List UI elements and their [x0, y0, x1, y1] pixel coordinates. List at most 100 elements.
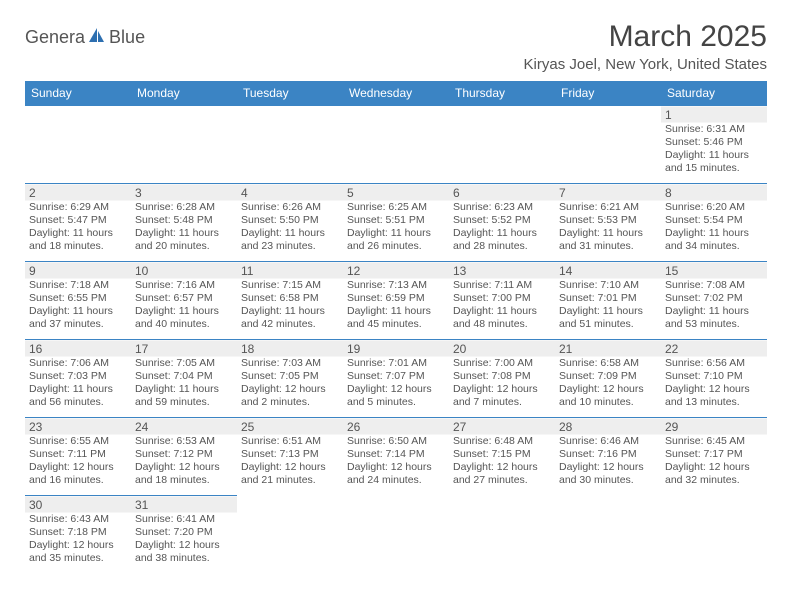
calendar-cell: 14Sunrise: 7:10 AMSunset: 7:01 PMDayligh…: [555, 262, 661, 340]
day-info: Sunrise: 6:41 AMSunset: 7:20 PMDaylight:…: [135, 513, 233, 566]
calendar-cell: 7Sunrise: 6:21 AMSunset: 5:53 PMDaylight…: [555, 184, 661, 262]
day-info: Sunrise: 6:53 AMSunset: 7:12 PMDaylight:…: [135, 435, 233, 488]
sunset-text: Sunset: 5:54 PM: [665, 214, 763, 227]
daylight-text: Daylight: 11 hours and 20 minutes.: [135, 227, 233, 253]
calendar-cell: 12Sunrise: 7:13 AMSunset: 6:59 PMDayligh…: [343, 262, 449, 340]
day-number: 28: [559, 420, 657, 434]
calendar-cell: [449, 496, 555, 574]
daylight-text: Daylight: 12 hours and 35 minutes.: [29, 539, 127, 565]
daylight-text: Daylight: 11 hours and 42 minutes.: [241, 305, 339, 331]
calendar-row: 9Sunrise: 7:18 AMSunset: 6:55 PMDaylight…: [25, 262, 767, 340]
day-info: Sunrise: 6:50 AMSunset: 7:14 PMDaylight:…: [347, 435, 445, 488]
day-number: 14: [559, 264, 657, 278]
sunrise-text: Sunrise: 7:05 AM: [135, 357, 233, 370]
sunrise-text: Sunrise: 7:00 AM: [453, 357, 551, 370]
day-info: Sunrise: 6:48 AMSunset: 7:15 PMDaylight:…: [453, 435, 551, 488]
sunrise-text: Sunrise: 7:06 AM: [29, 357, 127, 370]
day-number: 25: [241, 420, 339, 434]
calendar-cell: 6Sunrise: 6:23 AMSunset: 5:52 PMDaylight…: [449, 184, 555, 262]
calendar-cell: 31Sunrise: 6:41 AMSunset: 7:20 PMDayligh…: [131, 496, 237, 574]
sunset-text: Sunset: 6:55 PM: [29, 292, 127, 305]
day-number: 29: [665, 420, 763, 434]
calendar-cell: [343, 106, 449, 184]
calendar-row: 16Sunrise: 7:06 AMSunset: 7:03 PMDayligh…: [25, 340, 767, 418]
calendar-cell: 19Sunrise: 7:01 AMSunset: 7:07 PMDayligh…: [343, 340, 449, 418]
daylight-text: Daylight: 11 hours and 31 minutes.: [559, 227, 657, 253]
calendar-cell: 25Sunrise: 6:51 AMSunset: 7:13 PMDayligh…: [237, 418, 343, 496]
calendar-cell: 27Sunrise: 6:48 AMSunset: 7:15 PMDayligh…: [449, 418, 555, 496]
day-number: 22: [665, 342, 763, 356]
sunrise-text: Sunrise: 6:51 AM: [241, 435, 339, 448]
day-info: Sunrise: 6:31 AMSunset: 5:46 PMDaylight:…: [665, 123, 763, 176]
sunrise-text: Sunrise: 6:29 AM: [29, 201, 127, 214]
month-title: March 2025: [524, 20, 767, 54]
sunset-text: Sunset: 7:13 PM: [241, 448, 339, 461]
sunrise-text: Sunrise: 6:56 AM: [665, 357, 763, 370]
daylight-text: Daylight: 12 hours and 21 minutes.: [241, 461, 339, 487]
day-info: Sunrise: 7:05 AMSunset: 7:04 PMDaylight:…: [135, 357, 233, 410]
col-thursday: Thursday: [449, 81, 555, 106]
sunset-text: Sunset: 5:47 PM: [29, 214, 127, 227]
daylight-text: Daylight: 11 hours and 40 minutes.: [135, 305, 233, 331]
sunset-text: Sunset: 7:12 PM: [135, 448, 233, 461]
sunset-text: Sunset: 5:50 PM: [241, 214, 339, 227]
sunrise-text: Sunrise: 6:50 AM: [347, 435, 445, 448]
calendar-cell: [131, 106, 237, 184]
daylight-text: Daylight: 12 hours and 7 minutes.: [453, 383, 551, 409]
day-number: 3: [135, 186, 233, 200]
sunrise-text: Sunrise: 6:58 AM: [559, 357, 657, 370]
daylight-text: Daylight: 11 hours and 45 minutes.: [347, 305, 445, 331]
calendar-cell: 26Sunrise: 6:50 AMSunset: 7:14 PMDayligh…: [343, 418, 449, 496]
day-info: Sunrise: 7:08 AMSunset: 7:02 PMDaylight:…: [665, 279, 763, 332]
day-info: Sunrise: 6:43 AMSunset: 7:18 PMDaylight:…: [29, 513, 127, 566]
day-number: 11: [241, 264, 339, 278]
sunrise-text: Sunrise: 6:55 AM: [29, 435, 127, 448]
day-info: Sunrise: 6:58 AMSunset: 7:09 PMDaylight:…: [559, 357, 657, 410]
logo: Genera Blue: [25, 26, 145, 49]
calendar-body: 1Sunrise: 6:31 AMSunset: 5:46 PMDaylight…: [25, 106, 767, 574]
sunset-text: Sunset: 7:16 PM: [559, 448, 657, 461]
calendar-cell: 3Sunrise: 6:28 AMSunset: 5:48 PMDaylight…: [131, 184, 237, 262]
daylight-text: Daylight: 11 hours and 23 minutes.: [241, 227, 339, 253]
calendar-cell: 29Sunrise: 6:45 AMSunset: 7:17 PMDayligh…: [661, 418, 767, 496]
day-info: Sunrise: 6:28 AMSunset: 5:48 PMDaylight:…: [135, 201, 233, 254]
header-row: Sunday Monday Tuesday Wednesday Thursday…: [25, 81, 767, 106]
sunrise-text: Sunrise: 6:28 AM: [135, 201, 233, 214]
calendar-cell: 13Sunrise: 7:11 AMSunset: 7:00 PMDayligh…: [449, 262, 555, 340]
day-number: 1: [665, 108, 763, 122]
calendar-row: 2Sunrise: 6:29 AMSunset: 5:47 PMDaylight…: [25, 184, 767, 262]
day-info: Sunrise: 6:21 AMSunset: 5:53 PMDaylight:…: [559, 201, 657, 254]
day-number: 6: [453, 186, 551, 200]
day-info: Sunrise: 6:26 AMSunset: 5:50 PMDaylight:…: [241, 201, 339, 254]
sunrise-text: Sunrise: 7:11 AM: [453, 279, 551, 292]
calendar-cell: 22Sunrise: 6:56 AMSunset: 7:10 PMDayligh…: [661, 340, 767, 418]
calendar-cell: 30Sunrise: 6:43 AMSunset: 7:18 PMDayligh…: [25, 496, 131, 574]
day-info: Sunrise: 6:45 AMSunset: 7:17 PMDaylight:…: [665, 435, 763, 488]
sunset-text: Sunset: 7:07 PM: [347, 370, 445, 383]
sunset-text: Sunset: 7:02 PM: [665, 292, 763, 305]
day-number: 24: [135, 420, 233, 434]
daylight-text: Daylight: 11 hours and 34 minutes.: [665, 227, 763, 253]
col-monday: Monday: [131, 81, 237, 106]
sunset-text: Sunset: 5:51 PM: [347, 214, 445, 227]
calendar-cell: 4Sunrise: 6:26 AMSunset: 5:50 PMDaylight…: [237, 184, 343, 262]
day-info: Sunrise: 7:15 AMSunset: 6:58 PMDaylight:…: [241, 279, 339, 332]
day-info: Sunrise: 7:01 AMSunset: 7:07 PMDaylight:…: [347, 357, 445, 410]
daylight-text: Daylight: 12 hours and 32 minutes.: [665, 461, 763, 487]
daylight-text: Daylight: 11 hours and 59 minutes.: [135, 383, 233, 409]
calendar-cell: [25, 106, 131, 184]
sunrise-text: Sunrise: 7:18 AM: [29, 279, 127, 292]
daylight-text: Daylight: 12 hours and 10 minutes.: [559, 383, 657, 409]
daylight-text: Daylight: 11 hours and 15 minutes.: [665, 149, 763, 175]
calendar-row: 23Sunrise: 6:55 AMSunset: 7:11 PMDayligh…: [25, 418, 767, 496]
daylight-text: Daylight: 12 hours and 18 minutes.: [135, 461, 233, 487]
calendar-cell: [449, 106, 555, 184]
daylight-text: Daylight: 11 hours and 37 minutes.: [29, 305, 127, 331]
calendar-cell: [555, 106, 661, 184]
day-number: 26: [347, 420, 445, 434]
calendar-cell: 9Sunrise: 7:18 AMSunset: 6:55 PMDaylight…: [25, 262, 131, 340]
daylight-text: Daylight: 12 hours and 30 minutes.: [559, 461, 657, 487]
sunrise-text: Sunrise: 6:21 AM: [559, 201, 657, 214]
sunrise-text: Sunrise: 6:53 AM: [135, 435, 233, 448]
calendar-cell: 16Sunrise: 7:06 AMSunset: 7:03 PMDayligh…: [25, 340, 131, 418]
